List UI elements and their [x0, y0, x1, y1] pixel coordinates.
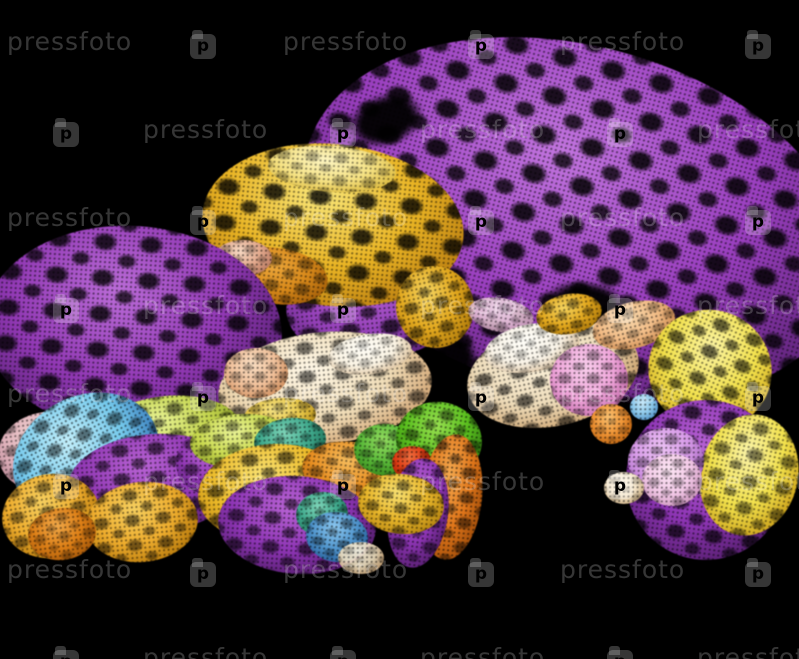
pale-pink-cluster	[642, 454, 702, 506]
cream-dome-peach-edge	[224, 348, 288, 398]
blue-spot-right	[630, 394, 658, 420]
orange-spot-right	[590, 404, 632, 444]
cream-tip-bottom	[338, 542, 384, 574]
cream-spot-right	[604, 472, 644, 504]
